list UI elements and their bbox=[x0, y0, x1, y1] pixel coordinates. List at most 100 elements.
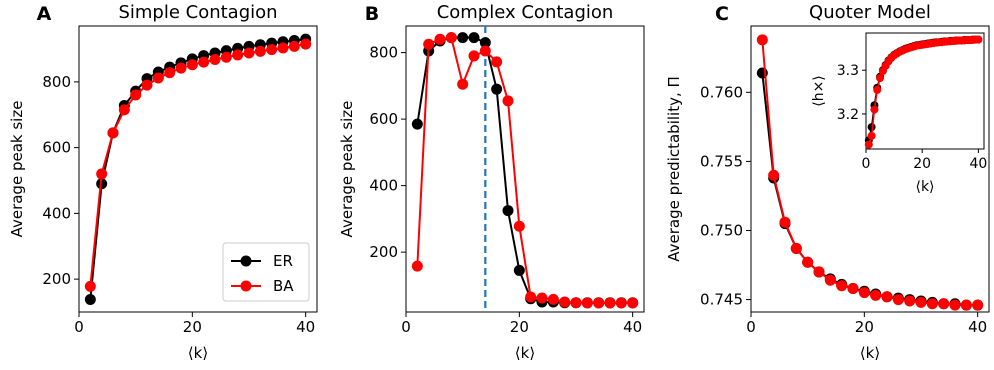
y-tick-label: 400 bbox=[369, 177, 398, 195]
data-point bbox=[232, 49, 244, 61]
y-tick-label: 3.3 bbox=[837, 63, 859, 79]
panel-a: 0 20 40 200 400 600 800 Simple Contagion A ⟨k⟩ Ave… bbox=[8, 2, 318, 362]
series-ba bbox=[864, 35, 983, 149]
data-point bbox=[581, 297, 593, 309]
panel-b: 0 20 40 200 400 600 800 Complex Contagion B ⟨k⟩ Av… bbox=[338, 2, 645, 362]
data-point bbox=[756, 34, 768, 46]
data-point bbox=[513, 264, 525, 276]
data-point bbox=[288, 40, 300, 52]
data-point bbox=[593, 297, 605, 309]
series-ba bbox=[411, 32, 639, 309]
data-point bbox=[559, 296, 571, 308]
data-point bbox=[525, 291, 537, 303]
data-point bbox=[479, 45, 491, 57]
inset-x-axis-label: ⟨k⟩ bbox=[915, 179, 934, 195]
data-point bbox=[423, 38, 435, 50]
data-point bbox=[502, 95, 514, 107]
data-point bbox=[513, 220, 525, 232]
data-point bbox=[164, 67, 176, 79]
series-ba bbox=[756, 34, 984, 311]
data-point bbox=[277, 42, 289, 54]
data-point bbox=[974, 35, 983, 44]
data-point bbox=[876, 74, 885, 83]
data-point bbox=[536, 292, 548, 304]
data-point bbox=[502, 205, 514, 217]
legend-marker bbox=[240, 280, 252, 292]
data-point bbox=[243, 47, 255, 59]
data-point bbox=[491, 83, 503, 95]
y-tick-label: 3.2 bbox=[837, 107, 859, 123]
plot-frame bbox=[405, 25, 645, 313]
data-point bbox=[960, 299, 972, 311]
y-tick-label: 400 bbox=[42, 204, 71, 222]
y-tick-label: 0.760 bbox=[700, 83, 743, 101]
panel-letter: B bbox=[365, 3, 379, 25]
data-point bbox=[836, 280, 848, 292]
legend: ER BA bbox=[222, 242, 310, 302]
data-point bbox=[547, 293, 559, 305]
x-tick-label: 0 bbox=[862, 156, 871, 172]
data-point bbox=[254, 45, 266, 57]
data-point bbox=[915, 296, 927, 308]
y-axis-label: Average peak size bbox=[8, 101, 26, 238]
series-ba bbox=[84, 38, 312, 292]
chart-title: Complex Contagion bbox=[437, 2, 614, 23]
data-point bbox=[468, 32, 480, 44]
y-axis-label: Average predictability, Π bbox=[665, 76, 683, 262]
x-tick-label: 40 bbox=[969, 156, 987, 172]
plot-frame bbox=[865, 32, 985, 150]
data-point bbox=[867, 131, 876, 140]
data-point bbox=[873, 85, 882, 94]
legend-label: ER bbox=[273, 252, 293, 270]
data-point bbox=[411, 118, 423, 130]
x-tick-label: 0 bbox=[74, 318, 84, 336]
data-point bbox=[867, 123, 876, 132]
data-point bbox=[870, 105, 879, 114]
data-point bbox=[604, 297, 616, 309]
x-axis-label: ⟨k⟩ bbox=[860, 344, 880, 362]
data-point bbox=[972, 299, 984, 311]
y-tick-label: 200 bbox=[42, 270, 71, 288]
y-tick-label: 200 bbox=[369, 243, 398, 261]
x-tick-label: 40 bbox=[296, 318, 315, 336]
data-point bbox=[130, 89, 142, 101]
data-point bbox=[266, 44, 278, 56]
data-point bbox=[892, 294, 904, 306]
data-point bbox=[209, 54, 221, 66]
y-tick-label: 800 bbox=[42, 73, 71, 91]
data-point bbox=[457, 78, 469, 90]
data-point bbox=[847, 283, 859, 295]
data-point bbox=[570, 297, 582, 309]
y-axis-label: Average peak size bbox=[338, 101, 356, 238]
data-point bbox=[824, 274, 836, 286]
data-point bbox=[938, 298, 950, 310]
y-tick-label: 0.745 bbox=[700, 291, 743, 309]
x-tick-label: 40 bbox=[623, 318, 642, 336]
data-point bbox=[84, 294, 96, 306]
x-tick-label: 20 bbox=[183, 318, 202, 336]
data-point bbox=[300, 38, 312, 50]
x-tick-label: 40 bbox=[968, 318, 987, 336]
data-point bbox=[926, 298, 938, 310]
x-tick-label: 20 bbox=[510, 318, 529, 336]
data-point bbox=[479, 37, 491, 49]
data-point bbox=[107, 127, 119, 139]
data-point bbox=[175, 62, 187, 74]
data-point bbox=[864, 140, 873, 149]
legend-label: BA bbox=[273, 277, 294, 295]
data-point bbox=[220, 51, 232, 63]
data-point bbox=[84, 280, 96, 292]
data-point bbox=[411, 260, 423, 272]
data-point bbox=[141, 79, 153, 91]
legend-marker bbox=[240, 255, 252, 267]
data-point bbox=[96, 168, 108, 180]
data-point bbox=[768, 169, 780, 181]
data-point bbox=[949, 299, 961, 311]
x-tick-label: 20 bbox=[855, 318, 874, 336]
data-point bbox=[904, 295, 916, 307]
data-point bbox=[491, 56, 503, 68]
data-point bbox=[790, 242, 802, 254]
chart-title: Simple Contagion bbox=[118, 2, 277, 23]
data-point bbox=[457, 32, 469, 44]
y-tick-label: 600 bbox=[369, 110, 398, 128]
